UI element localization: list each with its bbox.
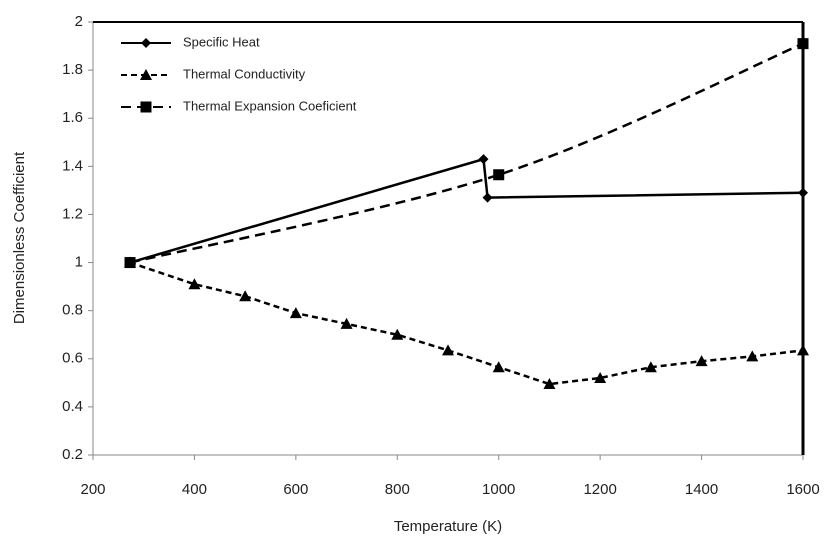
y-tick-label: 0.6: [62, 350, 83, 367]
marker: [340, 317, 353, 329]
y-tick-label: 0.2: [62, 446, 83, 463]
x-axis-label: Temperature (K): [394, 518, 502, 535]
y-tick-label: 1.6: [62, 109, 83, 126]
y-tick-label: 1.4: [62, 157, 83, 174]
marker: [482, 192, 493, 203]
marker: [798, 187, 808, 198]
y-axis-label: Dimensionless Coefficient: [11, 151, 28, 324]
marker: [391, 328, 404, 340]
legend-marker: [141, 38, 151, 48]
x-tick-label: 1400: [685, 481, 718, 498]
marker: [746, 350, 759, 362]
legend-marker: [140, 101, 152, 113]
marker: [478, 154, 489, 165]
marker: [239, 290, 252, 302]
x-tick-label: 1600: [786, 481, 819, 498]
x-tick-label: 200: [80, 481, 105, 498]
y-tick-label: 0.4: [62, 398, 83, 415]
marker: [797, 38, 809, 50]
marker: [493, 169, 505, 181]
marker: [594, 372, 607, 384]
x-tick-label: 1200: [583, 481, 616, 498]
y-tick-label: 0.8: [62, 302, 83, 319]
x-tick-label: 600: [283, 481, 308, 498]
x-tick-label: 1000: [482, 481, 515, 498]
marker: [695, 355, 708, 367]
marker: [124, 257, 136, 269]
legend-label: Thermal Conductivity: [183, 66, 306, 81]
marker: [644, 361, 657, 373]
y-tick-label: 1: [75, 254, 83, 271]
x-tick-label: 800: [385, 481, 410, 498]
marker: [543, 378, 556, 390]
marker: [442, 344, 454, 356]
y-tick-label: 1.2: [62, 205, 83, 222]
y-tick-label: 2: [75, 13, 83, 30]
series-line: [129, 157, 804, 264]
series-line: [129, 261, 804, 386]
marker: [289, 307, 302, 319]
marker: [492, 361, 505, 373]
series-line: [129, 42, 804, 264]
marker: [188, 278, 201, 290]
x-tick-label: 400: [182, 481, 207, 498]
marker: [797, 344, 809, 356]
legend-label: Thermal Expansion Coeficient: [183, 98, 357, 113]
legend-marker: [140, 69, 152, 80]
legend-label: Specific Heat: [183, 34, 260, 49]
y-tick-label: 1.8: [62, 61, 83, 78]
